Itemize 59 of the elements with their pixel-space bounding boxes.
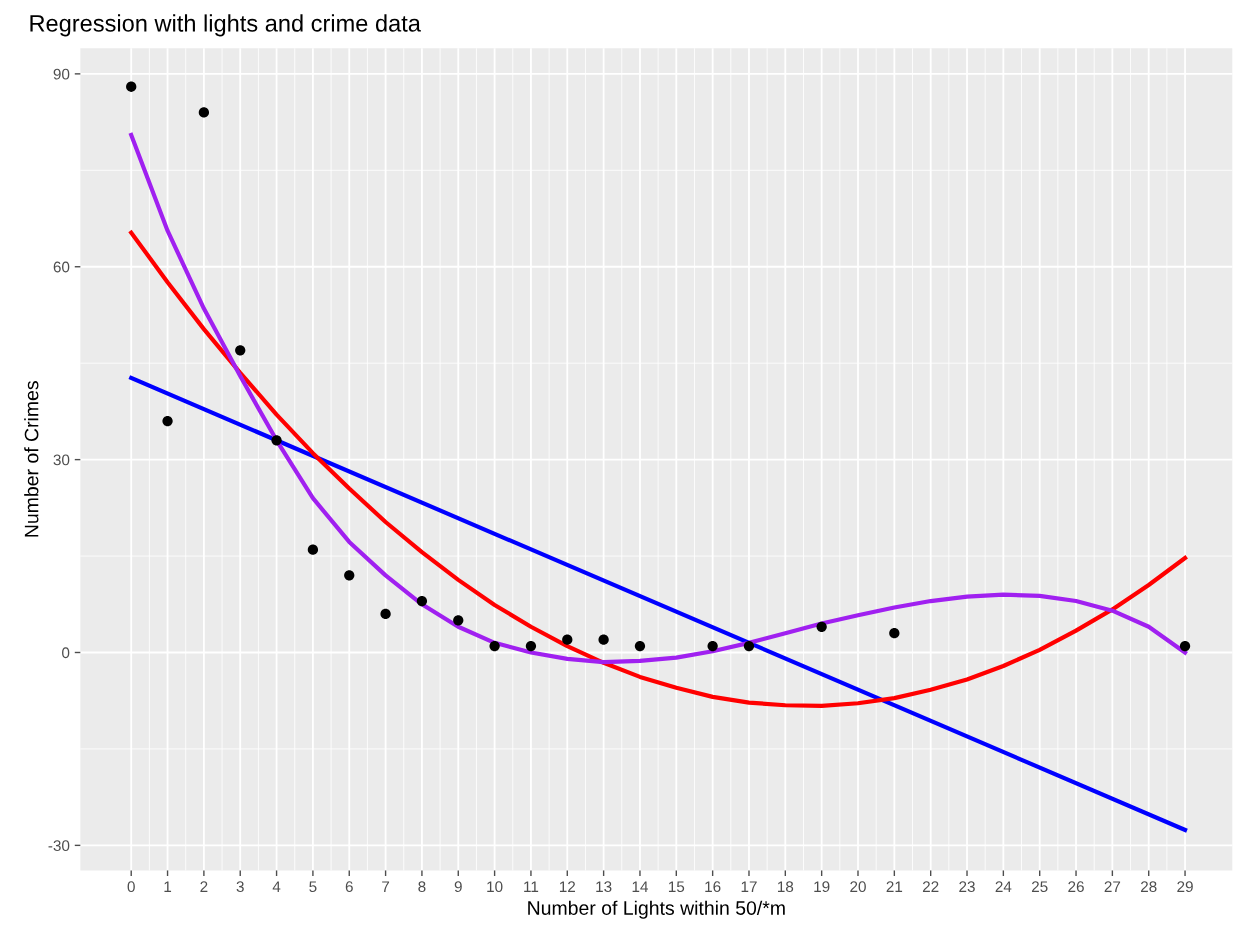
x-tick-label: 17: [741, 881, 757, 892]
point: [307, 544, 319, 555]
x-tick-label: 5: [309, 881, 317, 893]
x-tick-label: 26: [1068, 881, 1084, 893]
point: [489, 640, 500, 652]
x-tick-label: 13: [596, 881, 612, 893]
x-tick-label: 2: [200, 881, 208, 892]
point: [598, 634, 609, 645]
point: [816, 621, 827, 632]
x-tick-label: 8: [418, 881, 426, 893]
x-tick-label: 15: [668, 881, 685, 893]
x-tick-label: 1: [164, 881, 172, 892]
y-tick-label: 0: [62, 647, 70, 659]
point: [126, 81, 137, 92]
x-tick-label: 18: [777, 881, 794, 893]
line-series: [129, 230, 1188, 708]
point: [743, 640, 755, 652]
point: [416, 595, 428, 607]
y-tick-label: 30: [53, 454, 70, 466]
x-tick-label: 3: [236, 881, 244, 893]
x-tick-label: 12: [559, 881, 576, 892]
x-tick-label: 29: [1177, 881, 1193, 893]
point: [162, 415, 173, 427]
x-tick-label: 28: [1140, 881, 1157, 893]
x-tick-label: 14: [632, 881, 649, 892]
x-tick-label: 6: [345, 881, 353, 893]
point: [271, 435, 282, 446]
x-tick-label: 11: [524, 881, 539, 892]
point: [889, 628, 900, 639]
x-tick-label: 0: [127, 881, 135, 893]
point: [380, 608, 391, 620]
point: [562, 634, 573, 645]
x-tick-label: 25: [1031, 881, 1048, 893]
y-tick-label: 60: [53, 261, 70, 273]
x-tick-label: 20: [850, 881, 866, 893]
y-tick-label: 90: [53, 68, 70, 80]
y-axis-title: Number of Crimes: [24, 381, 39, 537]
point: [198, 107, 210, 118]
x-tick-label: 7: [382, 881, 390, 892]
x-tick-label: 21: [886, 881, 903, 892]
y-tick-label: -30: [48, 840, 70, 852]
point: [525, 640, 537, 652]
chart-title: Regression with lights and crime data: [30, 14, 421, 37]
x-tick-label: 24: [995, 881, 1012, 892]
x-tick-label: 9: [454, 881, 462, 893]
point: [707, 640, 718, 652]
x-tick-label: 23: [959, 881, 975, 893]
x-tick-label: 4: [272, 881, 281, 892]
point: [344, 570, 355, 581]
x-tick-label: 19: [814, 881, 830, 893]
x-tick-label: 10: [487, 881, 503, 893]
x-axis-title: Number of Lights within 50/*m: [528, 900, 785, 919]
x-tick-label: 16: [705, 881, 721, 893]
point: [634, 640, 646, 652]
x-tick-label: 27: [1104, 881, 1121, 892]
x-tick-label: 22: [922, 881, 939, 892]
point: [235, 345, 246, 356]
point: [453, 615, 464, 626]
point: [1179, 640, 1191, 652]
